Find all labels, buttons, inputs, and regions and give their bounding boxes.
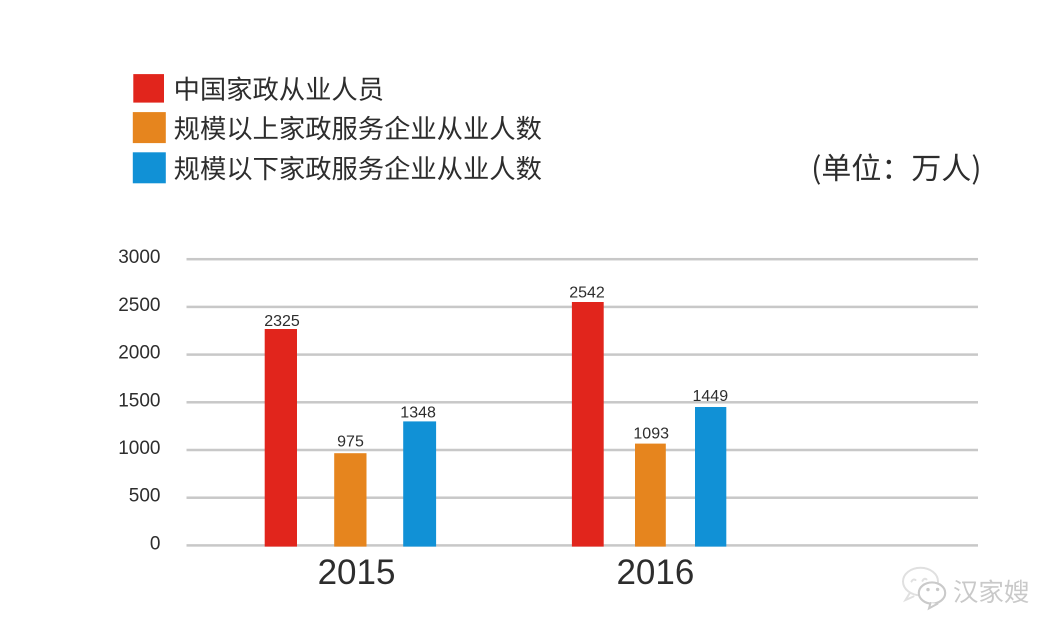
svg-text:2016: 2016 [616, 553, 694, 592]
svg-text:1449: 1449 [693, 388, 729, 405]
svg-text:1000: 1000 [118, 438, 160, 459]
svg-text:2542: 2542 [569, 284, 605, 301]
svg-text:1093: 1093 [633, 425, 669, 442]
svg-text:0: 0 [150, 533, 161, 554]
svg-text:2015: 2015 [318, 553, 396, 592]
svg-text:500: 500 [129, 486, 161, 507]
svg-text:3000: 3000 [118, 247, 160, 268]
svg-text:2000: 2000 [118, 343, 160, 364]
svg-text:1500: 1500 [118, 390, 160, 411]
svg-text:975: 975 [337, 433, 364, 450]
svg-text:1348: 1348 [400, 405, 436, 422]
svg-text:2325: 2325 [264, 313, 300, 330]
svg-text:2500: 2500 [118, 295, 160, 316]
